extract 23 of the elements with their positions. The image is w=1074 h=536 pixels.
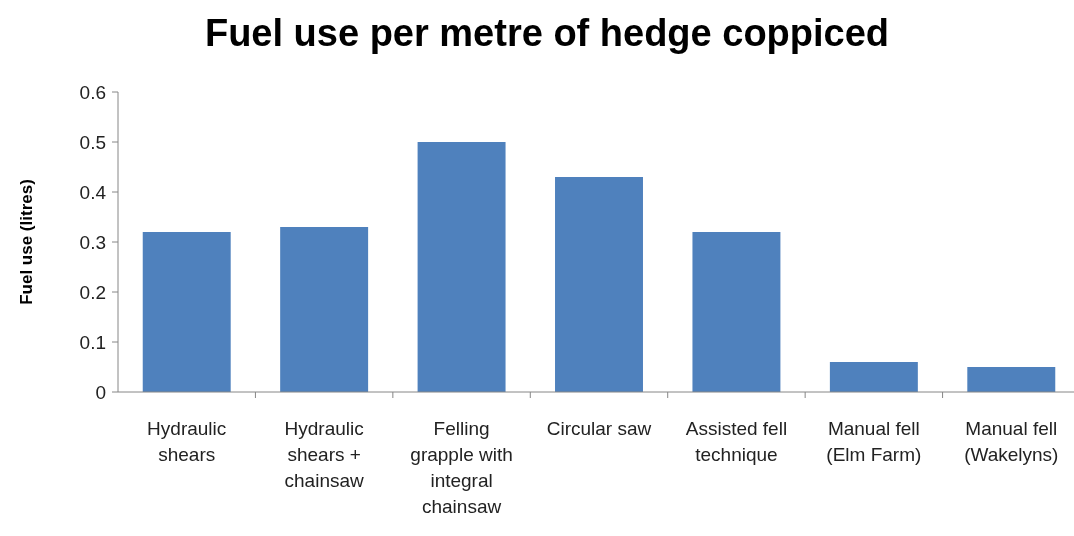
bar (417, 142, 506, 392)
x-tick-label: Assisted fell technique (685, 418, 788, 465)
y-tick-label: 0.2 (79, 281, 106, 303)
y-tick-label: 0.6 (79, 81, 106, 103)
chart-title: Fuel use per metre of hedge coppiced (204, 12, 890, 54)
y-tick-label: 0 (95, 381, 106, 403)
x-tick-label: Felling grapple with integral chainsaw (410, 418, 513, 517)
y-tick-label: 0.5 (79, 131, 106, 153)
y-tick-label: 0.3 (79, 231, 106, 253)
y-tick-label: 0.4 (79, 181, 107, 203)
x-tick-label: Circular saw (546, 418, 652, 439)
bar (829, 362, 918, 392)
bar (692, 232, 781, 392)
x-tick-label: Manual fell (Elm Farm) (826, 418, 922, 465)
y-tick-label: 0.1 (79, 331, 106, 353)
bar (142, 232, 231, 392)
x-tick-label: Hydraulic shears (147, 418, 227, 465)
bar (967, 367, 1056, 392)
y-axis-title: Fuel use (litres) (17, 179, 36, 305)
bar (280, 227, 369, 392)
bar (555, 177, 643, 392)
x-tick-label: Hydraulic shears + chainsaw (284, 418, 365, 491)
x-tick-label: Manual fell (Wakelyns) (964, 418, 1059, 465)
